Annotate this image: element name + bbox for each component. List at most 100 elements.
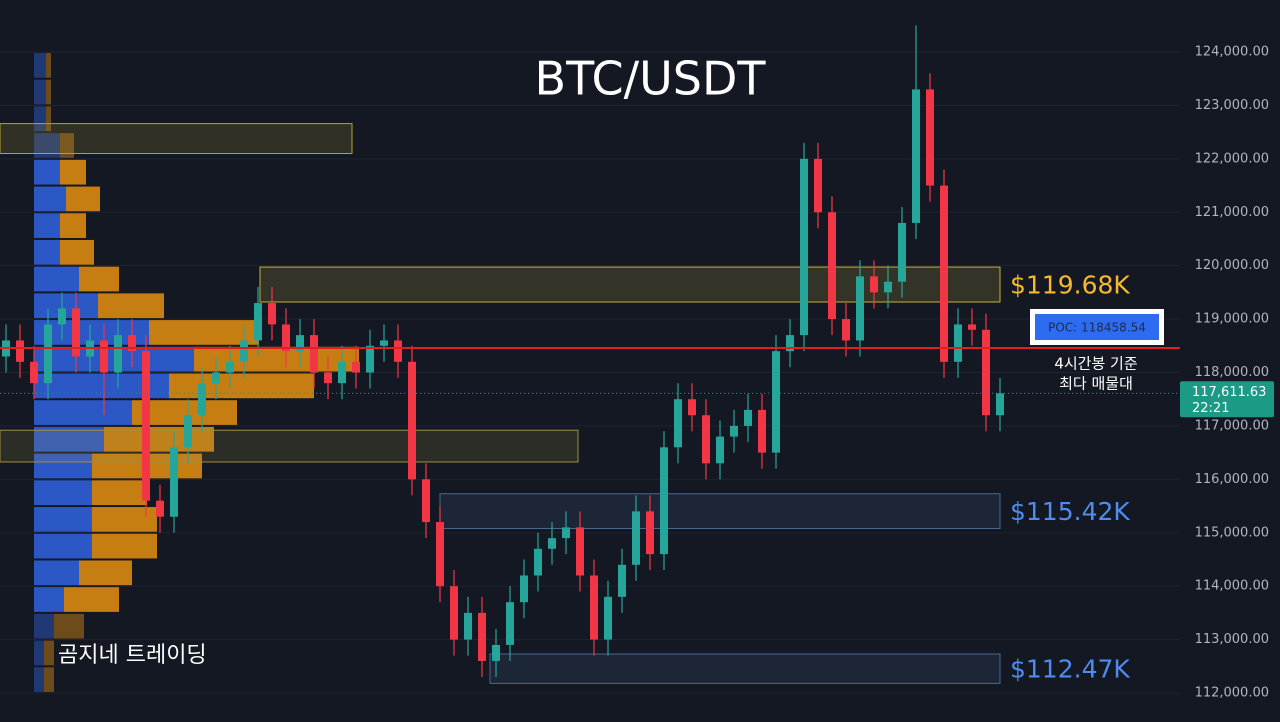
candle-body — [674, 399, 682, 448]
candle-body — [562, 527, 570, 539]
candle-body — [114, 335, 122, 373]
candle-body — [212, 372, 220, 384]
candle-body — [870, 276, 878, 293]
zone — [0, 123, 353, 155]
candle-body — [506, 602, 514, 645]
y-tick-label: 121,000.00 — [1195, 205, 1269, 220]
profile-bar — [34, 507, 92, 532]
candle-body — [268, 303, 276, 325]
candle-body — [338, 361, 346, 384]
watermark: 곰지네 트레이딩 — [58, 643, 207, 668]
profile-bar — [169, 373, 314, 399]
candle-body — [436, 522, 444, 587]
candle-body — [240, 340, 248, 362]
y-tick-label: 119,000.00 — [1195, 312, 1269, 327]
profile-bar — [60, 213, 86, 238]
price-axis — [1180, 0, 1280, 722]
profile-bar — [79, 560, 132, 586]
y-tick-label: 113,000.00 — [1195, 632, 1269, 647]
candle-body — [912, 89, 920, 223]
candle-body — [44, 324, 52, 384]
candle-body — [660, 447, 668, 555]
candle-body — [310, 335, 318, 373]
candle-body — [324, 372, 332, 384]
zone — [489, 653, 1001, 684]
profile-bar — [34, 79, 46, 105]
profile-bar — [34, 640, 44, 666]
poc-note: 4시간봉 기준 — [1054, 355, 1138, 373]
profile-bar — [98, 293, 164, 319]
poc-label: POC: 118458.54 — [1048, 321, 1146, 335]
countdown-label: 22:21 — [1192, 401, 1229, 416]
candle-body — [968, 324, 976, 330]
profile-bar — [34, 213, 60, 238]
y-tick-label: 117,000.00 — [1195, 418, 1269, 433]
candle-body — [702, 415, 710, 464]
candle-body — [688, 399, 696, 416]
profile-bar — [34, 453, 92, 479]
y-tick-label: 112,000.00 — [1195, 685, 1269, 700]
candle-body — [226, 361, 234, 373]
profile-bar — [34, 400, 132, 425]
last-price-label: 117,611.63 — [1192, 385, 1266, 400]
chart-title: BTC/USDT — [535, 52, 767, 106]
y-tick-label: 124,000.00 — [1195, 45, 1269, 60]
zone — [0, 429, 579, 463]
candle-body — [100, 340, 108, 373]
candle-body — [296, 335, 304, 352]
candle-body — [758, 409, 766, 453]
candle-body — [604, 596, 612, 640]
candle-body — [646, 511, 654, 555]
profile-bar — [34, 587, 64, 612]
candle-body — [534, 548, 542, 576]
candle-body — [590, 575, 598, 640]
candle-body — [352, 361, 360, 373]
y-tick-label: 120,000.00 — [1195, 258, 1269, 273]
profile-bar — [60, 133, 74, 158]
candle-body — [366, 345, 374, 373]
candle-body — [898, 222, 906, 282]
candle-body — [982, 329, 990, 416]
y-tick-label: 122,000.00 — [1195, 151, 1269, 166]
poc-box — [1035, 314, 1159, 340]
candle-body — [744, 409, 752, 426]
candle-body — [142, 351, 150, 501]
candle-body — [170, 447, 178, 517]
poc-note: 최다 매물대 — [1059, 375, 1133, 393]
profile-bar — [104, 426, 214, 452]
candle-body — [730, 425, 738, 437]
profile-bar — [66, 186, 100, 212]
candle-body — [828, 212, 836, 320]
candle-body — [478, 612, 486, 661]
candle-body — [576, 527, 584, 576]
profile-bar — [34, 426, 104, 452]
candle-body — [926, 89, 934, 186]
candle-body — [940, 185, 948, 362]
candle-body — [856, 276, 864, 341]
profile-bar — [54, 613, 84, 639]
candle-body — [380, 340, 388, 346]
candle-body — [30, 361, 38, 384]
candle-body — [786, 335, 794, 352]
zone — [439, 493, 1001, 529]
zone-label: $115.42K — [1010, 497, 1130, 526]
profile-bar — [44, 667, 54, 692]
profile-bar — [44, 640, 54, 666]
profile-bar — [194, 346, 359, 372]
candle-body — [408, 361, 416, 480]
candle-body — [72, 308, 80, 357]
candle-body — [254, 303, 262, 341]
candle-body — [464, 612, 472, 640]
candle-body — [492, 644, 500, 661]
profile-bar — [46, 106, 51, 132]
candle-body — [772, 351, 780, 453]
candle-body — [422, 479, 430, 523]
candle-body — [198, 383, 206, 416]
profile-bar — [34, 53, 46, 78]
profile-bar — [34, 480, 92, 506]
y-tick-label: 123,000.00 — [1195, 98, 1269, 113]
candle-body — [548, 538, 556, 549]
candle-body — [394, 340, 402, 362]
profile-bar — [34, 533, 92, 559]
